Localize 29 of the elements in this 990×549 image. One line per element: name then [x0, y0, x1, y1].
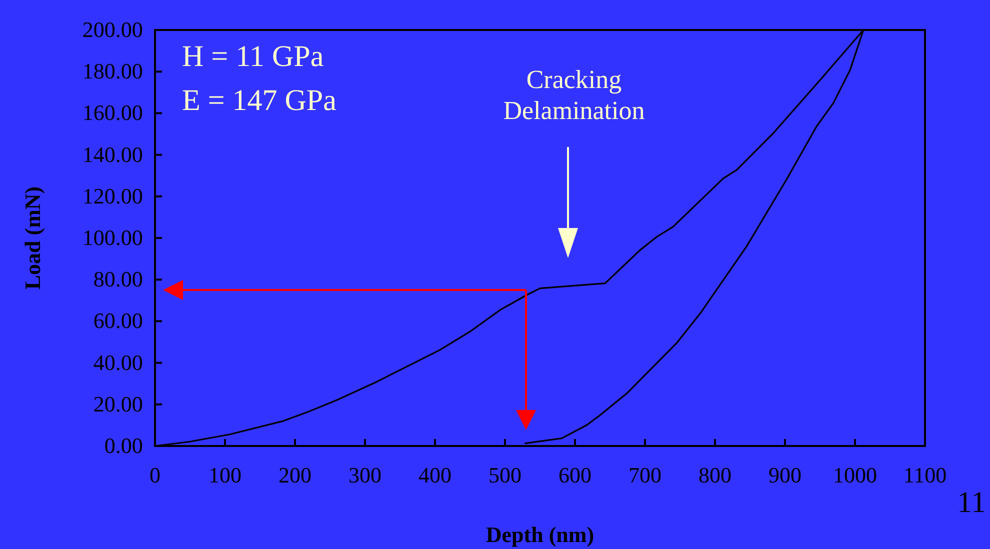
y-tick-label: 120.00	[82, 183, 143, 208]
x-tick-label: 700	[628, 462, 662, 488]
y-tick-label: 80.00	[93, 266, 143, 292]
y-tick-label: 0.00	[104, 433, 143, 458]
x-tick-label: 800	[698, 462, 732, 488]
x-tick-label: 0	[150, 462, 160, 488]
y-axis-title: Load (mN)	[20, 186, 45, 290]
x-tick-label: 100	[208, 462, 242, 488]
y-tick-label: 100.00	[82, 225, 143, 250]
annotation: Cracking Delamination	[503, 65, 645, 126]
y-tick-label: 20.00	[93, 391, 143, 416]
y-tick-label: 40.00	[93, 350, 143, 375]
x-tick-label: 600	[558, 462, 592, 488]
x-tick-label: 900	[768, 462, 802, 488]
x-tick-label: 200	[278, 462, 312, 488]
x-tick-label: 300	[348, 462, 382, 488]
x-tick-label: 1000	[833, 462, 877, 488]
x-tick-label: 500	[488, 462, 522, 488]
y-tick-label: 200.00	[82, 17, 143, 42]
x-tick-label: 400	[418, 462, 452, 488]
y-tick-label: 60.00	[93, 308, 143, 334]
y-tick-label: 180.00	[82, 58, 143, 84]
x-tick-label: 1100	[903, 462, 947, 488]
text: 11	[957, 486, 986, 519]
y-tick-label: 140.00	[82, 142, 143, 167]
annotation: E = 147 GPa	[182, 84, 336, 117]
x-axis-title: Depth (nm)	[486, 522, 594, 547]
annotation: H = 11 GPa	[182, 40, 324, 73]
y-tick-label: 160.00	[82, 100, 143, 126]
